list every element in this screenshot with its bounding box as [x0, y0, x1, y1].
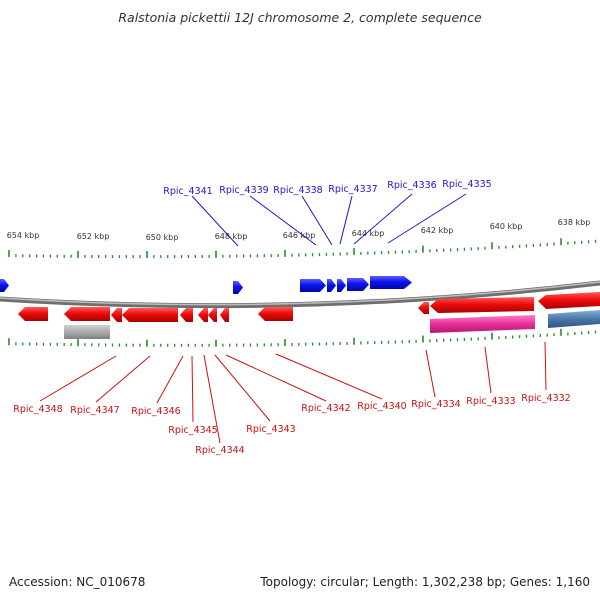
- gene-label-bottom[interactable]: Rpic_4334: [411, 399, 460, 410]
- gene-label-bottom[interactable]: Rpic_4347: [70, 405, 119, 416]
- scale-label: 644 kbp: [352, 229, 385, 238]
- accession-text: Accession: NC_010678: [9, 575, 145, 589]
- scale-ticks-top: [8, 238, 597, 259]
- gene-arrow-reverse[interactable]: [180, 308, 193, 322]
- gene-label-bottom[interactable]: Rpic_4333: [466, 396, 515, 407]
- scale-label: 646 kbp: [283, 231, 316, 240]
- gene-label-bottom[interactable]: Rpic_4344: [195, 445, 244, 456]
- gene-arrow-reverse[interactable]: [430, 297, 534, 313]
- gene-label-bottom[interactable]: Rpic_4346: [131, 406, 180, 417]
- gene-arrow-forward[interactable]: [327, 279, 336, 292]
- gene-arrow-reverse[interactable]: [111, 308, 122, 322]
- gene-arrow-reverse[interactable]: [18, 307, 48, 321]
- bottom-leader-lines: [39, 341, 547, 444]
- chromosome-backbone: [0, 280, 600, 309]
- scale-label: 640 kbp: [490, 222, 523, 231]
- gene-label-bottom[interactable]: Rpic_4348: [13, 404, 62, 415]
- gene-arrow-forward[interactable]: [370, 276, 412, 289]
- gene-label-top[interactable]: Rpic_4337: [328, 184, 377, 195]
- gene-label-top[interactable]: Rpic_4338: [273, 185, 322, 196]
- gene-arrow-forward[interactable]: [337, 279, 346, 292]
- reverse-strand-genes: [18, 292, 600, 322]
- gene-label-bottom[interactable]: Rpic_4345: [168, 425, 217, 436]
- gene-label-bottom[interactable]: Rpic_4343: [246, 424, 295, 435]
- gene-label-top[interactable]: Rpic_4339: [219, 185, 268, 196]
- gene-arrow-forward[interactable]: [347, 278, 369, 291]
- scale-label: 648 kbp: [215, 232, 248, 241]
- topology-summary: Topology: circular; Length: 1,302,238 bp…: [259, 575, 590, 589]
- rna-feature-bar[interactable]: [430, 315, 535, 333]
- gene-arrow-reverse[interactable]: [64, 307, 110, 321]
- bottom-gene-labels: Rpic_4348 Rpic_4347 Rpic_4346 Rpic_4345 …: [13, 393, 570, 456]
- scale-label: 650 kbp: [146, 233, 179, 242]
- gene-arrow-forward[interactable]: [300, 279, 326, 292]
- gene-arrow-forward[interactable]: [0, 279, 9, 292]
- feature-bar[interactable]: [548, 310, 600, 328]
- gene-label-top[interactable]: Rpic_4335: [442, 179, 491, 190]
- gene-arrow-reverse[interactable]: [122, 308, 178, 322]
- scale-label: 642 kbp: [421, 226, 454, 235]
- gene-label-top[interactable]: Rpic_4336: [387, 180, 436, 191]
- gene-label-bottom[interactable]: Rpic_4340: [357, 401, 406, 412]
- gene-arrow-reverse[interactable]: [538, 292, 600, 309]
- scale-label: 652 kbp: [77, 232, 110, 241]
- gene-arrow-forward[interactable]: [233, 281, 243, 294]
- top-leader-lines: [191, 193, 467, 247]
- gene-arrow-reverse[interactable]: [418, 302, 429, 314]
- gene-arrow-reverse[interactable]: [198, 308, 208, 322]
- scale-label: 638 kbp: [558, 218, 591, 227]
- top-gene-labels: Rpic_4341 Rpic_4339 Rpic_4338 Rpic_4337 …: [163, 179, 491, 197]
- gene-arrow-reverse[interactable]: [220, 308, 229, 322]
- scale-ticks-bottom: [8, 328, 597, 347]
- map-title: Ralstonia pickettii 12J chromosome 2, co…: [118, 10, 482, 25]
- gene-arrow-reverse[interactable]: [258, 307, 293, 321]
- scale-label: 654 kbp: [7, 231, 40, 240]
- pseudo-gene-bar[interactable]: [64, 325, 110, 339]
- gene-label-bottom[interactable]: Rpic_4332: [521, 393, 570, 404]
- other-features: [64, 310, 600, 339]
- scale-labels: 654 kbp 652 kbp 650 kbp 648 kbp 646 kbp …: [7, 218, 591, 242]
- forward-strand-genes: [0, 276, 412, 294]
- gene-arrow-reverse[interactable]: [208, 308, 217, 322]
- gene-label-top[interactable]: Rpic_4341: [163, 186, 212, 197]
- gene-label-bottom[interactable]: Rpic_4342: [301, 403, 350, 414]
